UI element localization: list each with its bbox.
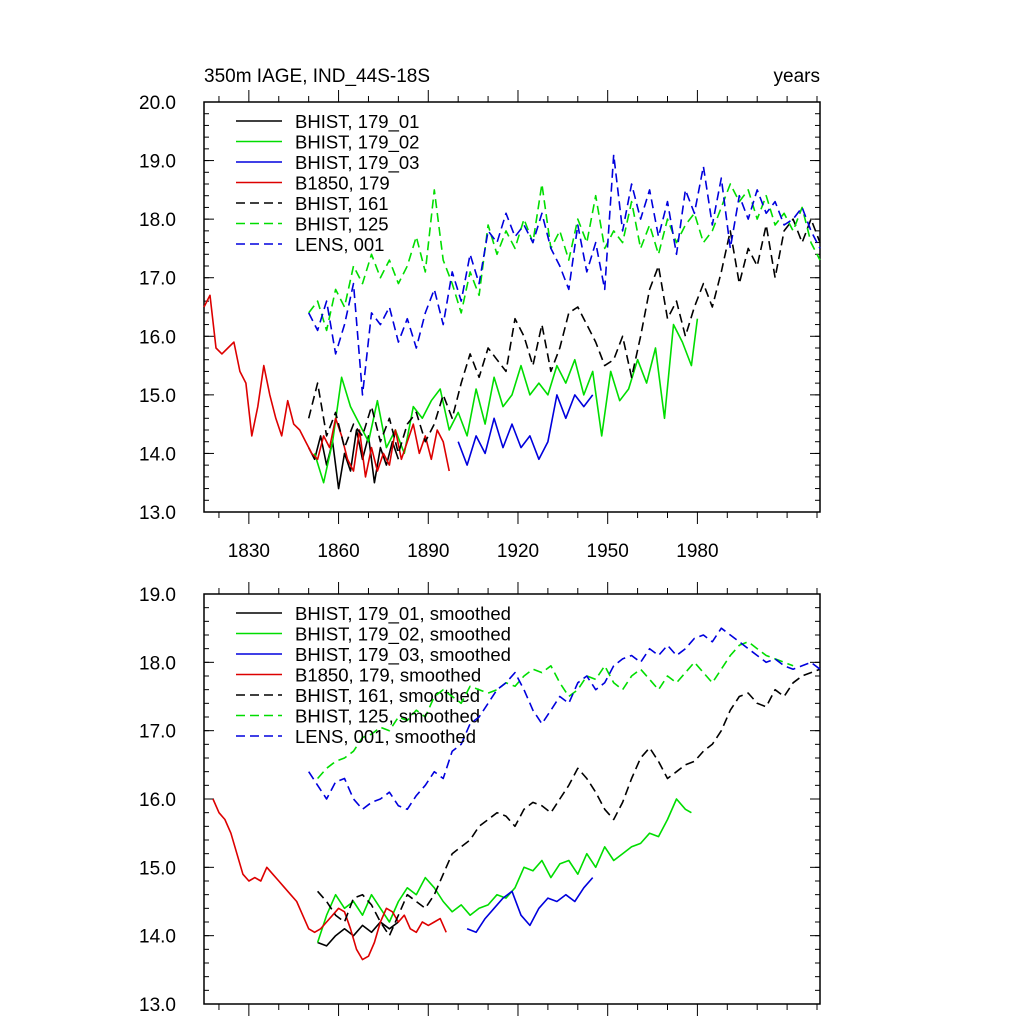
- x-tick-label: 1950: [587, 541, 629, 562]
- series-line-5: [317, 640, 794, 780]
- y-tick-label: 18.0: [139, 210, 176, 231]
- x-tick-label: 1830: [228, 541, 270, 562]
- y-tick-label: 13.0: [139, 995, 176, 1016]
- y-tick-label: 13.0: [139, 503, 176, 524]
- series-line-1: [313, 318, 699, 484]
- y-tick-label: 17.0: [139, 269, 176, 290]
- legend-label-6: LENS, 001: [295, 234, 384, 255]
- top-panel-title: 350m IAGE, IND_44S-18S: [204, 66, 430, 87]
- y-tick-label: 20.0: [139, 93, 176, 114]
- x-tick-label: 1920: [497, 541, 539, 562]
- legend-label-4: BHIST, 161: [295, 193, 389, 214]
- series-line-4: [317, 668, 821, 937]
- legend-label-4: BHIST, 161, smoothed: [295, 685, 480, 706]
- series-line-4: [307, 218, 821, 455]
- legend-label-1: BHIST, 179_02: [295, 132, 419, 154]
- series-line-3: [203, 294, 450, 478]
- legend-label-1: BHIST, 179_02, smoothed: [295, 624, 511, 646]
- x-tick-label: 1980: [676, 541, 718, 562]
- legend-label-0: BHIST, 179_01: [295, 111, 419, 133]
- legend-label-3: B1850, 179, smoothed: [295, 665, 481, 686]
- legend-label-5: BHIST, 125: [295, 214, 389, 235]
- y-tick-label: 15.0: [139, 858, 176, 879]
- y-tick-label: 18.0: [139, 653, 176, 674]
- series-line-5: [308, 183, 821, 332]
- series-line-6: [307, 153, 821, 396]
- x-tick-label: 1860: [317, 541, 359, 562]
- legend-label-5: BHIST, 125, smoothed: [295, 706, 480, 727]
- y-tick-label: 16.0: [139, 327, 176, 348]
- series-line-0: [307, 429, 400, 490]
- legend-label-3: B1850, 179: [295, 173, 390, 194]
- y-tick-label: 14.0: [139, 444, 176, 465]
- series-line-3: [212, 798, 447, 961]
- top-panel-units: years: [774, 66, 820, 87]
- y-tick-label: 19.0: [139, 152, 176, 173]
- legend-label-0: BHIST, 179_01, smoothed: [295, 603, 511, 625]
- y-tick-label: 17.0: [139, 722, 176, 743]
- series-line-2: [457, 394, 594, 466]
- legend-label-6: LENS, 001, smoothed: [295, 726, 476, 747]
- top-panel: 1830 1860 1890 1920 1950 1980 13.0 14.0 15.0 16.0…: [139, 90, 821, 562]
- series-line-6: [308, 627, 821, 811]
- y-tick-label: 15.0: [139, 386, 176, 407]
- series-line-0: [317, 921, 399, 947]
- series-line-2: [466, 877, 594, 934]
- y-tick-label: 14.0: [139, 927, 176, 948]
- series-line-1: [316, 798, 692, 943]
- y-tick-label: 16.0: [139, 790, 176, 811]
- bottom-panel: 13.0 14.0 15.0 16.0 17.0 18.0 19.0 BHIST, 179_0…: [139, 582, 821, 1016]
- y-tick-label: 19.0: [139, 585, 176, 606]
- legend-label-2: BHIST, 179_03, smoothed: [295, 644, 511, 666]
- legend-label-2: BHIST, 179_03: [295, 152, 419, 174]
- x-tick-label: 1890: [407, 541, 449, 562]
